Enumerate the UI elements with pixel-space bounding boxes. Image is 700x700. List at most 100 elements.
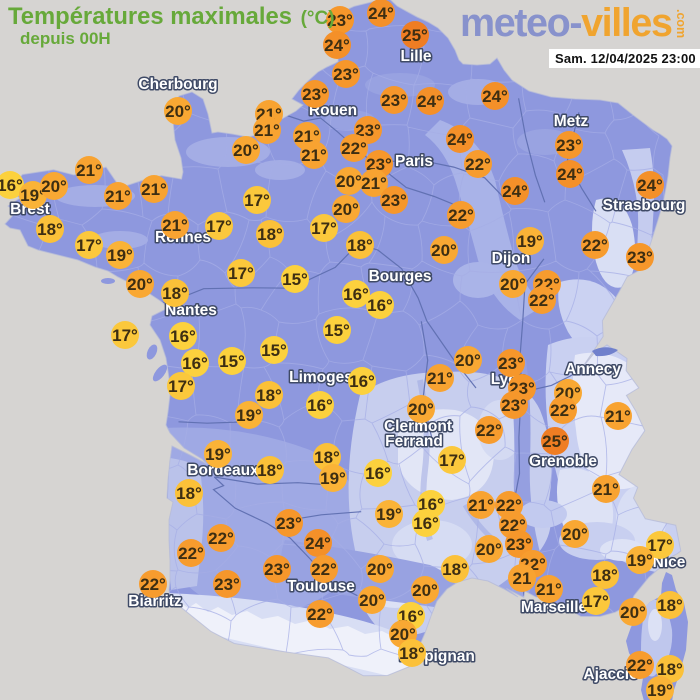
svg-text:17°: 17° (439, 451, 465, 470)
svg-text:16°: 16° (365, 464, 391, 483)
svg-text:22°: 22° (529, 291, 555, 310)
svg-text:24°: 24° (417, 92, 443, 111)
svg-text:18°: 18° (176, 484, 202, 503)
svg-text:Lille: Lille (400, 48, 431, 65)
svg-text:21°: 21° (605, 407, 631, 426)
svg-text:25°: 25° (402, 26, 428, 45)
svg-text:Annecy: Annecy (565, 361, 621, 378)
svg-text:23°: 23° (501, 396, 527, 415)
svg-text:Limoges: Limoges (289, 369, 353, 386)
svg-text:16°: 16° (307, 396, 333, 415)
svg-text:22°: 22° (448, 206, 474, 225)
svg-text:17°: 17° (168, 377, 194, 396)
svg-text:15°: 15° (324, 321, 350, 340)
svg-text:24°: 24° (637, 176, 663, 195)
svg-text:15°: 15° (282, 270, 308, 289)
svg-text:17°: 17° (228, 264, 254, 283)
svg-text:18°: 18° (314, 448, 340, 467)
svg-text:18°: 18° (256, 386, 282, 405)
svg-text:16°: 16° (367, 296, 393, 315)
svg-text:23°: 23° (498, 354, 524, 373)
svg-text:20°: 20° (333, 200, 359, 219)
svg-text:Dijon: Dijon (492, 250, 531, 267)
svg-text:23°: 23° (214, 575, 240, 594)
svg-text:20°: 20° (431, 241, 457, 260)
svg-text:19°: 19° (205, 445, 231, 464)
svg-text:25°: 25° (542, 432, 568, 451)
svg-text:17°: 17° (583, 592, 609, 611)
svg-text:Metz: Metz (554, 113, 589, 130)
svg-text:Paris: Paris (395, 153, 433, 170)
svg-text:24°: 24° (368, 4, 394, 23)
svg-text:20°: 20° (336, 172, 362, 191)
svg-text:20°: 20° (367, 560, 393, 579)
svg-text:Marseille: Marseille (521, 599, 588, 616)
svg-text:20°: 20° (41, 177, 67, 196)
svg-text:15°: 15° (219, 352, 245, 371)
svg-text:19°: 19° (236, 406, 262, 425)
svg-text:16°: 16° (182, 354, 208, 373)
svg-text:22°: 22° (465, 155, 491, 174)
svg-text:22°: 22° (550, 401, 576, 420)
svg-text:Ferrand: Ferrand (385, 433, 443, 450)
svg-text:Bourges: Bourges (369, 268, 432, 285)
svg-text:18°: 18° (257, 461, 283, 480)
svg-text:Clermont: Clermont (384, 418, 452, 435)
svg-text:22°: 22° (178, 544, 204, 563)
svg-text:20°: 20° (127, 275, 153, 294)
svg-text:19°: 19° (647, 681, 673, 700)
svg-text:17°: 17° (206, 217, 232, 236)
svg-text:22°: 22° (311, 560, 337, 579)
svg-text:18°: 18° (657, 596, 683, 615)
svg-text:21°: 21° (254, 121, 280, 140)
svg-text:22°: 22° (208, 529, 234, 548)
svg-text:Grenoble: Grenoble (529, 453, 597, 470)
svg-text:Biarritz: Biarritz (128, 593, 182, 610)
svg-text:21°: 21° (427, 369, 453, 388)
svg-text:20°: 20° (408, 400, 434, 419)
svg-text:20°: 20° (359, 591, 385, 610)
svg-text:Toulouse: Toulouse (287, 578, 355, 595)
svg-text:20°: 20° (620, 603, 646, 622)
svg-text:22°: 22° (476, 421, 502, 440)
svg-text:16°: 16° (343, 285, 369, 304)
svg-text:16°: 16° (349, 372, 375, 391)
svg-text:17°: 17° (244, 191, 270, 210)
svg-text:16°: 16° (170, 327, 196, 346)
svg-text:23°: 23° (627, 248, 653, 267)
svg-text:18°: 18° (162, 284, 188, 303)
svg-text:23°: 23° (264, 560, 290, 579)
svg-text:24°: 24° (324, 36, 350, 55)
svg-text:20°: 20° (562, 525, 588, 544)
svg-text:20°: 20° (476, 540, 502, 559)
svg-text:21°: 21° (361, 174, 387, 193)
svg-text:21°: 21° (536, 580, 562, 599)
svg-text:23°: 23° (556, 136, 582, 155)
svg-text:19°: 19° (107, 246, 133, 265)
svg-text:22°: 22° (307, 605, 333, 624)
svg-text:17°: 17° (311, 219, 337, 238)
svg-text:24°: 24° (482, 87, 508, 106)
svg-text:21: 21 (513, 569, 532, 588)
svg-text:21°: 21° (468, 496, 494, 515)
svg-text:23°: 23° (381, 191, 407, 210)
svg-text:18°: 18° (442, 560, 468, 579)
svg-text:24°: 24° (305, 534, 331, 553)
svg-text:17°: 17° (112, 326, 138, 345)
svg-text:20°: 20° (500, 275, 526, 294)
svg-text:18°: 18° (657, 660, 683, 679)
svg-text:16°: 16° (413, 514, 439, 533)
svg-text:21°: 21° (162, 216, 188, 235)
svg-text:19°: 19° (517, 232, 543, 251)
svg-text:22°: 22° (627, 656, 653, 675)
svg-text:21°: 21° (76, 161, 102, 180)
svg-text:19°: 19° (376, 505, 402, 524)
svg-text:20°: 20° (165, 102, 191, 121)
svg-text:21°: 21° (593, 480, 619, 499)
svg-text:18°: 18° (399, 644, 425, 663)
svg-text:Ajaccio: Ajaccio (583, 666, 638, 683)
svg-text:22°: 22° (496, 496, 522, 515)
svg-text:16°: 16° (0, 176, 23, 195)
svg-text:21°: 21° (301, 146, 327, 165)
svg-text:19°: 19° (320, 469, 346, 488)
